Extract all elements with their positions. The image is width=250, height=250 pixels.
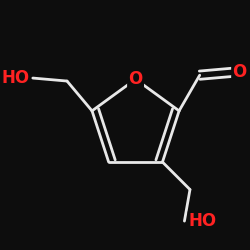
Text: HO: HO xyxy=(1,69,29,87)
Text: HO: HO xyxy=(189,212,217,230)
Text: O: O xyxy=(128,70,143,88)
Text: O: O xyxy=(232,63,247,81)
